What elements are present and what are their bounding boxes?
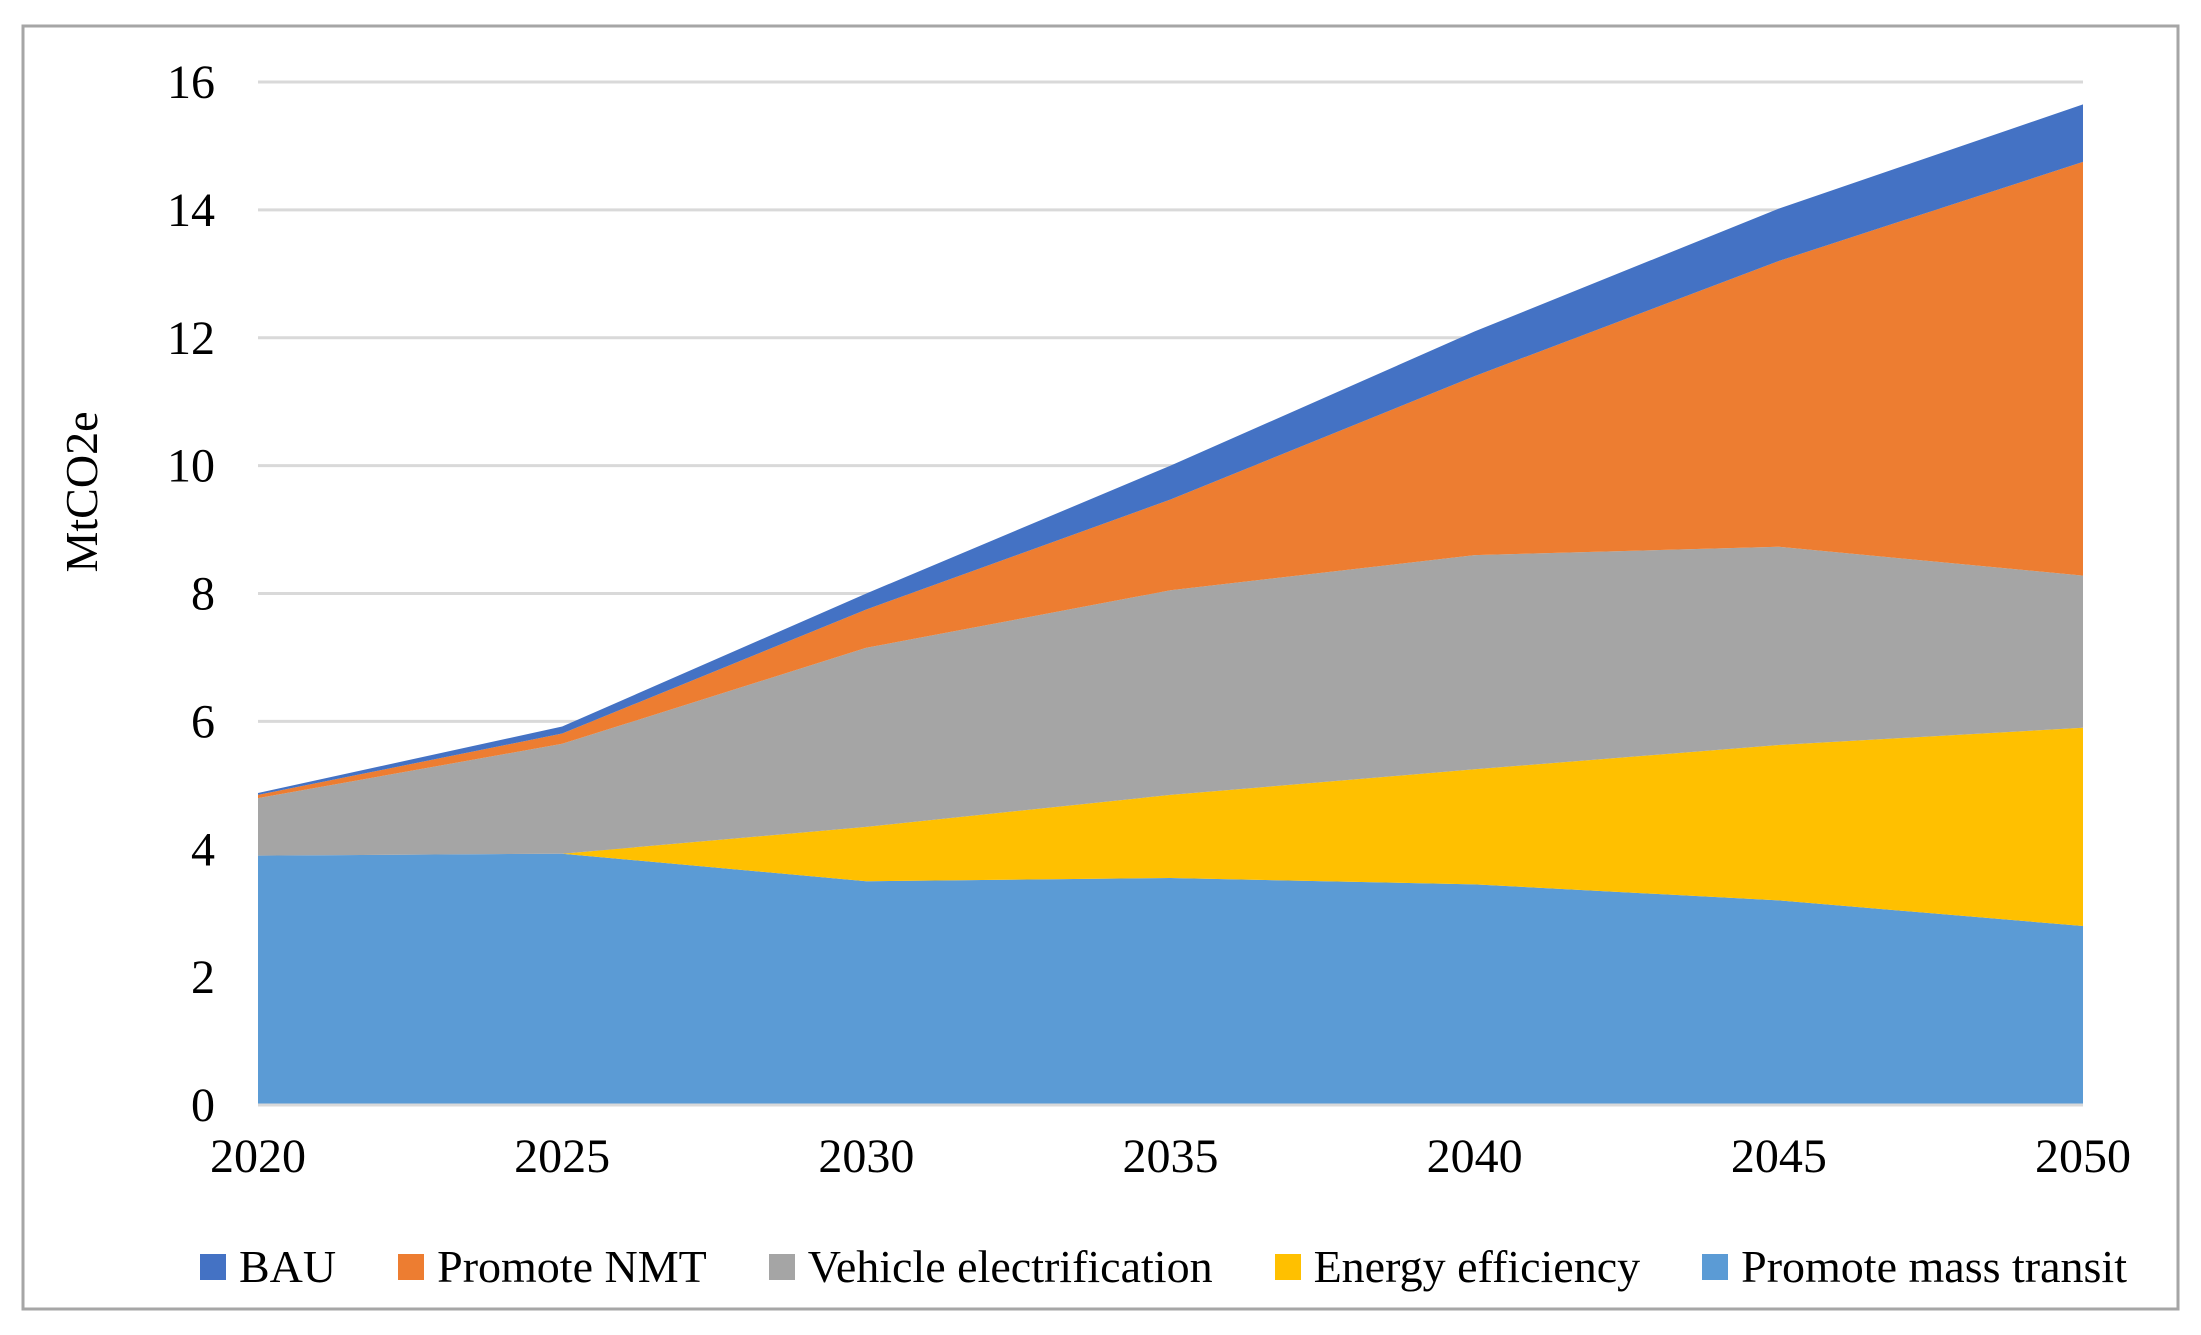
- area-vehicle-electrification: [258, 546, 2083, 856]
- legend-label-promote-mass-transit: Promote mass transit: [1741, 1241, 2127, 1292]
- legend-label-bau: BAU: [239, 1241, 337, 1292]
- x-axis-tick-labels: 2020 2025 2030 2035 2040 2045 2050: [210, 1130, 2131, 1183]
- legend-label-vehicle-electrification: Vehicle electrification: [807, 1241, 1213, 1292]
- area-bau: [258, 104, 2083, 795]
- y-tick-label: 2: [191, 951, 215, 1004]
- legend-item-bau: BAU: [200, 1240, 336, 1293]
- legend: BAU Promote NMT Vehicle electrification …: [200, 1240, 2127, 1293]
- area-promote-mass-transit: [258, 853, 2083, 1105]
- y-tick-label: 16: [167, 56, 215, 109]
- x-tick-label: 2050: [2035, 1130, 2131, 1183]
- y-axis-tick-labels: 0 2 4 6 8 10 12 14 16: [167, 56, 215, 1132]
- area-energy-efficiency: [258, 727, 2083, 926]
- y-tick-label: 0: [191, 1079, 215, 1132]
- x-tick-label: 2030: [818, 1130, 914, 1183]
- x-tick-label: 2035: [1123, 1130, 1219, 1183]
- area-promote-nmt: [258, 161, 2083, 799]
- legend-swatch-bau: [200, 1253, 226, 1280]
- y-tick-label: 10: [167, 440, 215, 493]
- y-tick-label: 14: [167, 184, 215, 237]
- legend-label-energy-efficiency: Energy efficiency: [1313, 1241, 1641, 1292]
- legend-item-vehicle-electrification: Vehicle electrification: [768, 1240, 1213, 1293]
- legend-item-promote-nmt: Promote NMT: [398, 1240, 707, 1293]
- legend-label-promote-nmt: Promote NMT: [437, 1241, 707, 1292]
- y-axis-title: MtCO2e: [56, 412, 107, 573]
- legend-swatch-vehicle-electrification: [768, 1253, 795, 1280]
- legend-item-promote-mass-transit: Promote mass transit: [1702, 1240, 2127, 1293]
- legend-item-energy-efficiency: Energy efficiency: [1274, 1240, 1641, 1293]
- x-tick-label: 2020: [210, 1130, 306, 1183]
- chart-outer-border: [21, 24, 2180, 1311]
- y-tick-label: 6: [191, 695, 215, 748]
- x-tick-label: 2045: [1731, 1130, 1827, 1183]
- area-series-group: [258, 104, 2083, 1105]
- y-tick-label: 4: [191, 823, 215, 876]
- legend-swatch-energy-efficiency: [1274, 1253, 1301, 1280]
- y-tick-label: 12: [167, 312, 215, 365]
- x-tick-label: 2040: [1427, 1130, 1523, 1183]
- legend-swatch-promote-nmt: [398, 1253, 425, 1280]
- y-tick-label: 8: [191, 568, 215, 621]
- legend-swatch-promote-mass-transit: [1702, 1253, 1729, 1280]
- x-tick-label: 2025: [514, 1130, 610, 1183]
